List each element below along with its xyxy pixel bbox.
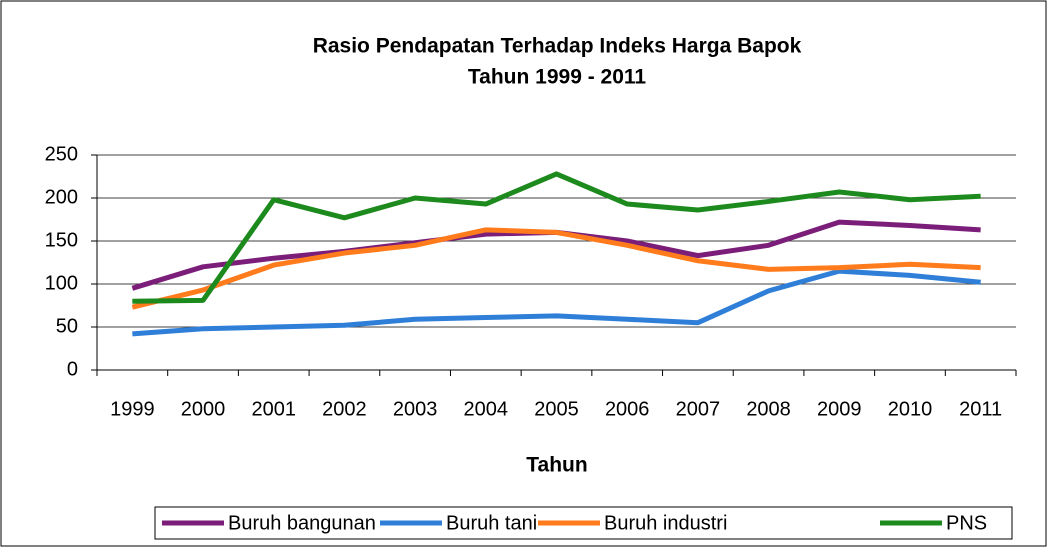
legend-label: Buruh bangunan bbox=[228, 512, 376, 534]
line-series bbox=[132, 268, 981, 337]
x-tick-label: 2001 bbox=[251, 398, 296, 420]
line-series bbox=[131, 227, 981, 310]
legend-label: Buruh industri bbox=[604, 512, 727, 534]
x-tick-label: 2010 bbox=[888, 398, 933, 420]
y-tick-label: 250 bbox=[45, 143, 78, 165]
x-tick-label: 2011 bbox=[959, 398, 1002, 420]
x-tick-label: 2000 bbox=[181, 398, 226, 420]
y-tick-label: 0 bbox=[67, 358, 78, 380]
legend-label: Buruh tani bbox=[446, 512, 537, 534]
x-tick-label: 2006 bbox=[605, 398, 650, 420]
x-tick-label: 2003 bbox=[393, 398, 438, 420]
x-tick-label: 1999 bbox=[110, 398, 155, 420]
y-tick-label: 100 bbox=[45, 272, 78, 294]
y-tick-label: 50 bbox=[56, 315, 78, 337]
x-tick-label: 2007 bbox=[676, 398, 721, 420]
legend-label: PNS bbox=[946, 512, 987, 534]
x-axis-title: Tahun bbox=[526, 454, 587, 477]
x-tick-label: 2008 bbox=[746, 398, 791, 420]
x-tick-label: 2005 bbox=[534, 398, 579, 420]
x-tick-label: 2004 bbox=[464, 398, 509, 420]
chart-title: Tahun 1999 - 2011 bbox=[468, 66, 647, 89]
line-series bbox=[132, 171, 981, 304]
y-tick-label: 150 bbox=[45, 229, 78, 251]
x-tick-label: 2009 bbox=[817, 398, 862, 420]
chart-title: Rasio Pendapatan Terhadap Indeks Harga B… bbox=[313, 35, 802, 58]
y-tick-label: 200 bbox=[45, 186, 78, 208]
x-tick-label: 2002 bbox=[322, 398, 367, 420]
